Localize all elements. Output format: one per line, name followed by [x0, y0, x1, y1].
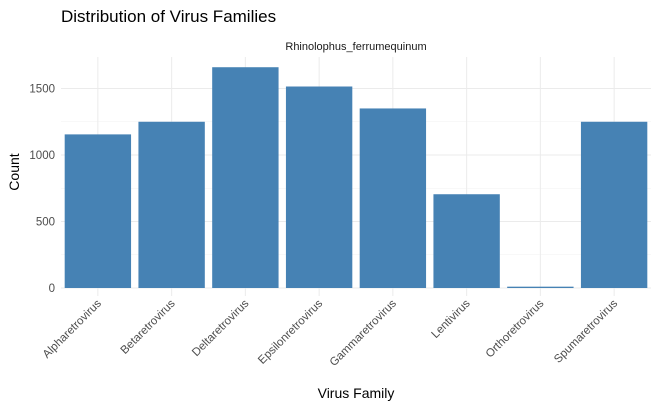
facet-strip-label: Rhinolophus_ferrumequinum: [285, 41, 426, 53]
bars: [64, 67, 648, 288]
x-tick-label: Epsilonretrovirus: [256, 297, 325, 366]
y-axis-title: Count: [6, 153, 22, 190]
bar-epsilonretrovirus: [285, 86, 353, 288]
y-tick-labels: 0 500 1000 1500: [29, 84, 55, 296]
x-tick-label: Lentivirus: [429, 297, 472, 340]
x-tick-label: Alpharetrovirus: [41, 297, 104, 360]
bar-lentivirus: [433, 194, 500, 288]
bar-deltaretrovirus: [212, 67, 279, 288]
bar-orthoretrovirus: [507, 286, 574, 288]
x-tick-label: Gammaretrovirus: [328, 297, 399, 368]
bar-betaretrovirus: [138, 121, 205, 288]
chart-title: Distribution of Virus Families: [61, 7, 276, 26]
y-tick-label: 1000: [29, 150, 55, 162]
bar-alpharetrovirus: [64, 134, 132, 288]
bar-spumaretrovirus: [580, 121, 648, 288]
x-axis-title: Virus Family: [318, 385, 395, 401]
x-tick-label: Deltaretrovirus: [190, 297, 252, 359]
y-tick-label: 500: [36, 217, 55, 229]
x-tick-labels: Alpharetrovirus Betaretrovirus Deltaretrov…: [41, 297, 621, 368]
y-tick-label: 1500: [29, 84, 55, 96]
bar-gammaretrovirus: [359, 108, 427, 288]
y-tick-label: 0: [49, 283, 55, 295]
x-tick-label: Orthoretrovirus: [484, 297, 547, 360]
x-tick-label: Betaretrovirus: [119, 297, 178, 356]
x-tick-label: Spumaretrovirus: [552, 297, 620, 365]
